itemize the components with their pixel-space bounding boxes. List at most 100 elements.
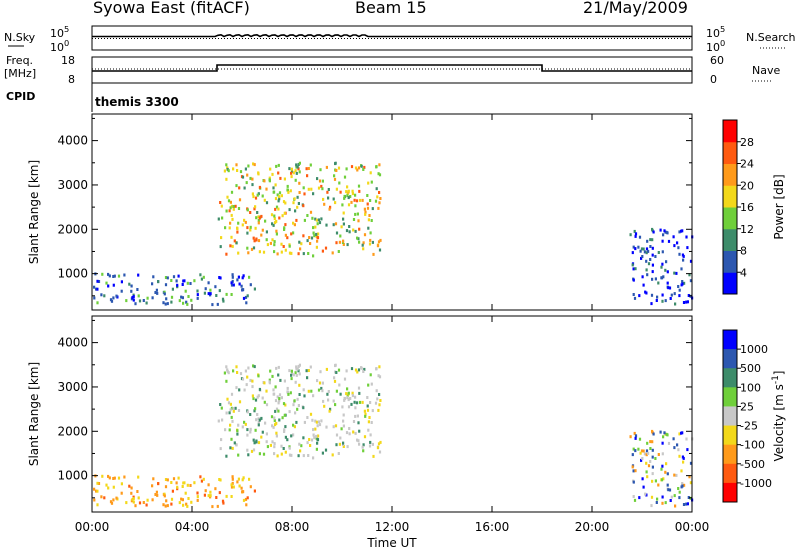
echo-cell (295, 171, 298, 175)
echo-cell (678, 288, 681, 292)
echo-cell (641, 255, 644, 258)
colorbar-segment (723, 272, 737, 295)
echo-cell (638, 235, 642, 239)
echo-cell (654, 457, 657, 460)
echo-cell (248, 275, 251, 279)
echo-cell (294, 169, 297, 173)
echo-cell (261, 430, 264, 434)
colorbar-segment (723, 185, 737, 208)
echo-cell (280, 194, 283, 198)
echo-cell (378, 375, 382, 379)
echo-cell (241, 478, 244, 482)
echo-cell (107, 272, 110, 276)
echo-cell (252, 397, 255, 401)
echo-cell (236, 278, 239, 282)
echo-cell (363, 435, 367, 439)
echo-cell (264, 219, 267, 223)
echo-cell (315, 232, 318, 236)
echo-cell (650, 293, 654, 297)
echo-cell (654, 255, 657, 258)
echo-cell (230, 281, 233, 285)
echo-cell (292, 403, 295, 407)
echo-cell (257, 421, 260, 424)
echo-cell (316, 177, 319, 181)
echo-cell (151, 296, 154, 300)
echo-cell (293, 197, 296, 201)
echo-cell (354, 368, 358, 372)
echo-cell (378, 201, 381, 205)
echo-cell (289, 189, 292, 193)
echo-cell (275, 205, 279, 209)
echo-cell (370, 382, 373, 386)
echo-cell (318, 423, 322, 427)
echo-cell (155, 490, 158, 494)
echo-cell (292, 231, 295, 235)
echo-cell (332, 223, 335, 227)
echo-cell (325, 367, 328, 371)
colorbar-tick-label: 500 (740, 362, 761, 375)
echo-cell (656, 497, 659, 501)
echo-cell (288, 251, 292, 255)
echo-cell (175, 279, 178, 283)
echo-cell (199, 475, 202, 479)
echo-cell (232, 369, 235, 373)
echo-cell (649, 447, 652, 450)
echo-cell (265, 201, 269, 205)
echo-cell (246, 208, 249, 212)
echo-cell (377, 206, 380, 210)
echo-cell (251, 192, 254, 196)
echo-cell (339, 234, 342, 238)
echo-cell (228, 411, 231, 415)
freq-trace (92, 64, 692, 72)
echo-cell (204, 287, 207, 291)
echo-cell (156, 291, 159, 295)
echo-cell (312, 394, 315, 398)
echo-cell (647, 464, 651, 468)
echo-cell (166, 276, 169, 280)
echo-cell (182, 503, 185, 507)
x-tick-label: 12:00 (375, 520, 410, 534)
echo-cell (283, 379, 286, 383)
echo-cell (678, 230, 681, 234)
echo-cell (275, 219, 278, 223)
echo-cell (251, 177, 254, 181)
echo-cell (357, 439, 360, 443)
echo-cell (222, 501, 225, 505)
echo-cell (246, 433, 249, 437)
echo-cell (258, 216, 261, 220)
echo-cell (361, 198, 364, 202)
echo-cell (343, 377, 347, 381)
echo-cell (338, 181, 341, 185)
echo-cell (358, 227, 361, 231)
echo-cell (638, 496, 641, 500)
echo-cell (368, 242, 372, 246)
echo-cell (296, 407, 299, 411)
echo-cell (284, 248, 287, 252)
y-tick-label: 2000 (57, 222, 88, 236)
echo-cell (369, 440, 372, 444)
date-label: 21/May/2009 (583, 0, 688, 17)
echo-cell (634, 247, 637, 251)
echo-cell (134, 504, 137, 508)
echo-cell (362, 247, 365, 251)
echo-cell (274, 399, 278, 403)
echo-cell (230, 483, 233, 487)
echo-cell (366, 408, 370, 412)
echo-cell (673, 244, 676, 248)
echo-cell (253, 207, 256, 211)
echo-cell (322, 197, 325, 201)
echo-cell (643, 452, 646, 456)
echo-cell (154, 291, 157, 294)
echo-cell (280, 396, 283, 400)
echo-cell (317, 186, 321, 190)
echo-cell (271, 172, 274, 176)
echo-cell (340, 427, 343, 431)
echo-cell (645, 461, 648, 465)
echo-cell (243, 388, 246, 392)
echo-cell (221, 499, 225, 503)
echo-cell (284, 435, 287, 439)
echo-cell (369, 238, 372, 242)
echo-cell (286, 438, 289, 442)
echo-cell (351, 394, 354, 398)
echo-cell (321, 451, 324, 455)
